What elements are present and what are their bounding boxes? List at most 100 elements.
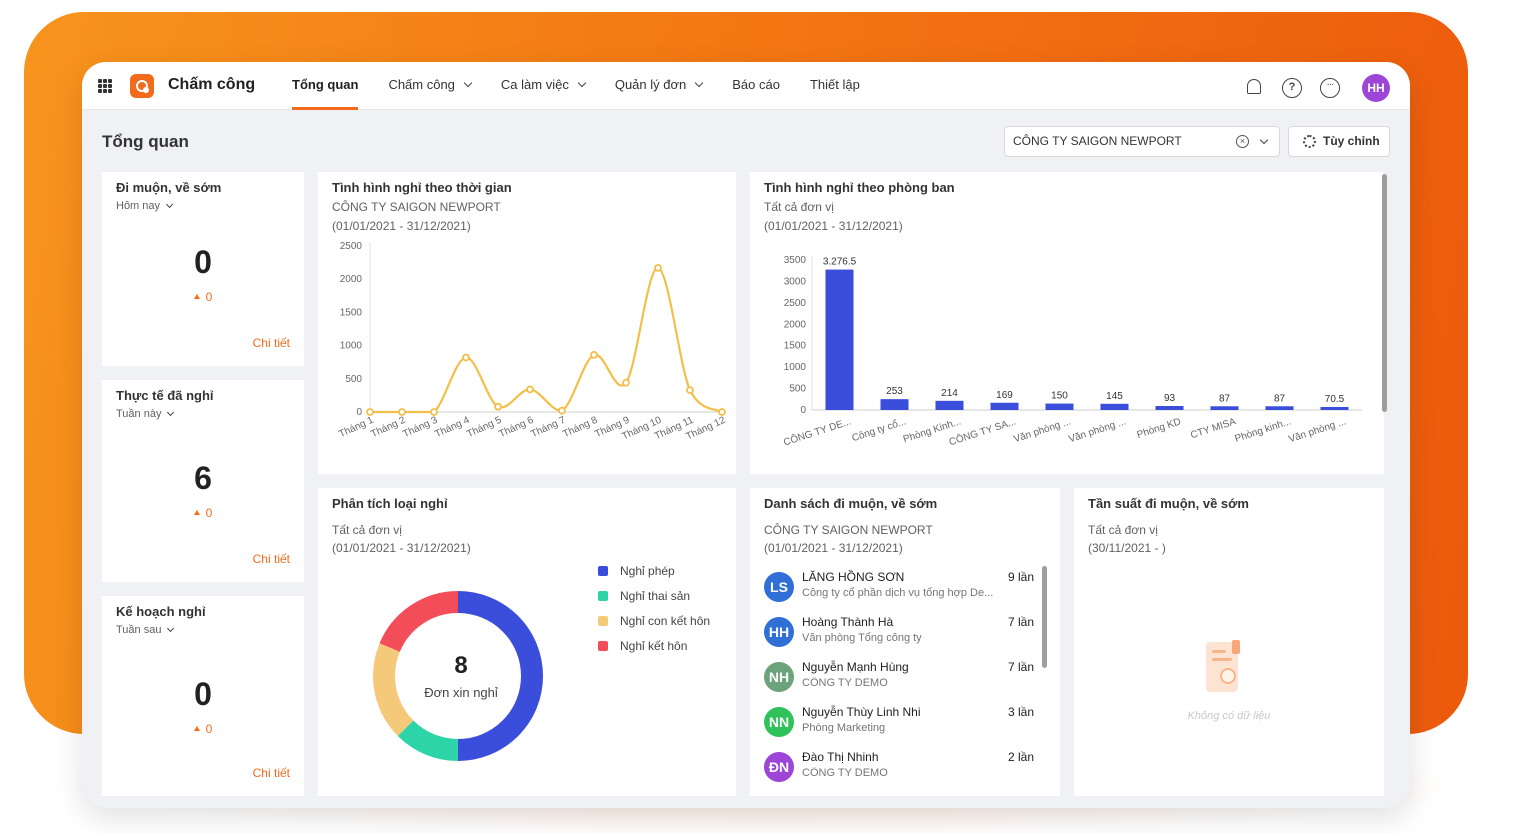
bar[interactable] (1265, 406, 1294, 410)
bar[interactable] (1210, 406, 1239, 410)
x-tick-label: Văn phòng ... (1012, 416, 1072, 445)
bar-value-label: 169 (996, 390, 1013, 401)
leave-type-card: Phân tích loại nghỉ Tất cả đơn vị (01/01… (318, 488, 736, 796)
data-point[interactable] (686, 386, 694, 394)
x-tick-label: Phòng KD (1136, 416, 1183, 441)
list-item[interactable]: HH Hoàng Thành Hà Văn phòng Tổng công ty 7 … (764, 613, 1034, 653)
list-item[interactable]: NN Nguyễn Thùy Linh Nhi Phòng Marketing 3 l… (764, 703, 1034, 743)
avatar: LS (764, 572, 794, 602)
avatar: NN (764, 707, 794, 737)
clear-icon[interactable]: × (1236, 135, 1249, 148)
pie-slice[interactable] (373, 591, 543, 761)
bar[interactable] (1155, 406, 1184, 410)
data-point[interactable] (654, 264, 662, 272)
data-point[interactable] (526, 385, 534, 394)
person-dept: Phòng Marketing (802, 722, 886, 734)
nav-item[interactable]: Quản lý đơn (615, 62, 704, 110)
data-point[interactable] (430, 408, 438, 416)
data-point[interactable] (494, 402, 502, 411)
customize-button[interactable]: Tùy chỉnh (1288, 126, 1390, 157)
card-subtitle: CÔNG TY SAIGON NEWPORT (764, 523, 933, 537)
legend-item[interactable]: Nghỉ phép (598, 564, 675, 578)
bar-value-label: 93 (1164, 393, 1176, 404)
chevron-down-icon[interactable] (1259, 135, 1269, 145)
top-navbar: Chấm công Tổng quan Chấm công Ca làm việc Q… (82, 62, 1410, 110)
data-point[interactable] (718, 408, 726, 416)
help-icon[interactable]: ? (1282, 78, 1302, 98)
card-date-range: (01/01/2021 - 31/12/2021) (764, 541, 903, 555)
nav-item[interactable]: Tổng quan (292, 62, 359, 110)
avatar: NH (764, 662, 794, 692)
pie-slice[interactable] (373, 591, 543, 761)
avatar: HH (764, 617, 794, 647)
bar[interactable] (1320, 406, 1349, 410)
nav-item-label: Ca làm việc (500, 77, 569, 92)
scrollbar[interactable] (1382, 174, 1387, 412)
nav-item[interactable]: Thiết lập (810, 62, 860, 110)
stat-value: 0 (194, 676, 212, 712)
late-count: 9 lần (1007, 570, 1034, 584)
x-tick-label: Công ty cổ... (850, 415, 907, 444)
nav-item[interactable]: Chấm công (388, 62, 473, 110)
customize-label: Tùy chỉnh (1323, 134, 1380, 148)
card-date-range: (30/11/2021 - ) (1088, 541, 1166, 555)
nav-item[interactable]: Báo cáo (732, 62, 780, 110)
x-tick-label: CÔNG TY DE... (782, 414, 853, 448)
company-select[interactable]: CÔNG TY SAIGON NEWPORT × (1004, 126, 1280, 157)
more-icon[interactable]: ··· (1320, 78, 1340, 98)
bar[interactable] (880, 399, 909, 410)
x-tick-label: Tháng 8 (561, 415, 599, 441)
x-tick-label: CTY MISA (1189, 416, 1237, 441)
legend-item[interactable]: Nghỉ thai sản (598, 589, 690, 603)
app-grid-icon[interactable] (98, 79, 112, 93)
x-tick-label: Tháng 7 (529, 415, 567, 441)
bell-icon[interactable] (1244, 78, 1264, 98)
card-date-range: (01/01/2021 - 31/12/2021) (764, 219, 903, 233)
y-tick-label: 1500 (784, 341, 807, 352)
data-point[interactable] (622, 378, 630, 387)
donut-center-value: 8 (454, 652, 468, 679)
period-select[interactable]: Tuần sau (116, 624, 175, 636)
donut-chart (373, 591, 543, 761)
nav-item[interactable]: Ca làm việc (500, 62, 587, 110)
y-tick-label: 2000 (784, 319, 807, 330)
data-point[interactable] (366, 408, 374, 416)
data-point[interactable] (590, 350, 598, 359)
list-item[interactable]: NH Nguyễn Mạnh Hùng CÔNG TY DEMO 7 lần (764, 658, 1034, 698)
detail-link[interactable]: Chi tiết (252, 552, 290, 566)
card-title: Tần suất đi muộn, về sớm (1088, 496, 1249, 511)
bar[interactable] (825, 269, 854, 410)
data-point[interactable] (398, 408, 406, 416)
list-item[interactable]: LS LĂNG HỒNG SƠN Công ty cổ phần dịch vụ t… (764, 568, 1034, 608)
legend-item[interactable]: Nghỉ con kết hôn (598, 614, 710, 628)
stat-delta: 0 (102, 506, 304, 520)
bar-value-label: 150 (1051, 391, 1068, 402)
bar[interactable] (990, 402, 1019, 410)
leave-by-time-card: Tình hình nghỉ theo thời gian CÔNG TY SA… (318, 172, 736, 474)
period-select[interactable]: Hôm nay (116, 200, 174, 212)
card-title: Đi muộn, về sớm (116, 180, 222, 195)
card-subtitle: Tất cả đơn vị (764, 200, 834, 214)
list-item[interactable]: ĐN Đào Thị Nhinh CÔNG TY DEMO 2 lần (764, 748, 1034, 788)
bar[interactable] (1100, 403, 1129, 410)
frequency-card: Tần suất đi muộn, về sớm Tất cả đơn vị (… (1074, 488, 1384, 796)
y-tick-label: 500 (345, 374, 362, 385)
legend-item[interactable]: Nghỉ kết hôn (598, 639, 687, 653)
bar[interactable] (1045, 403, 1074, 410)
person-dept: CÔNG TY DEMO (802, 767, 888, 779)
y-tick-label: 2500 (784, 298, 807, 309)
data-point[interactable] (558, 406, 566, 415)
card-date-range: (01/01/2021 - 31/12/2021) (332, 219, 471, 233)
nav-item-label: Báo cáo (732, 77, 780, 92)
bar-value-label: 253 (886, 386, 903, 397)
user-avatar[interactable]: HH (1362, 74, 1390, 102)
x-tick-label: Tháng 6 (497, 415, 535, 441)
data-point[interactable] (462, 353, 470, 362)
bar[interactable] (935, 400, 964, 410)
detail-link[interactable]: Chi tiết (252, 336, 290, 350)
period-select[interactable]: Tuần này (116, 408, 175, 420)
list-scrollbar[interactable] (1042, 566, 1047, 668)
arrow-up-icon (193, 294, 200, 299)
app-name: Chấm công (168, 76, 256, 93)
detail-link[interactable]: Chi tiết (252, 766, 290, 780)
